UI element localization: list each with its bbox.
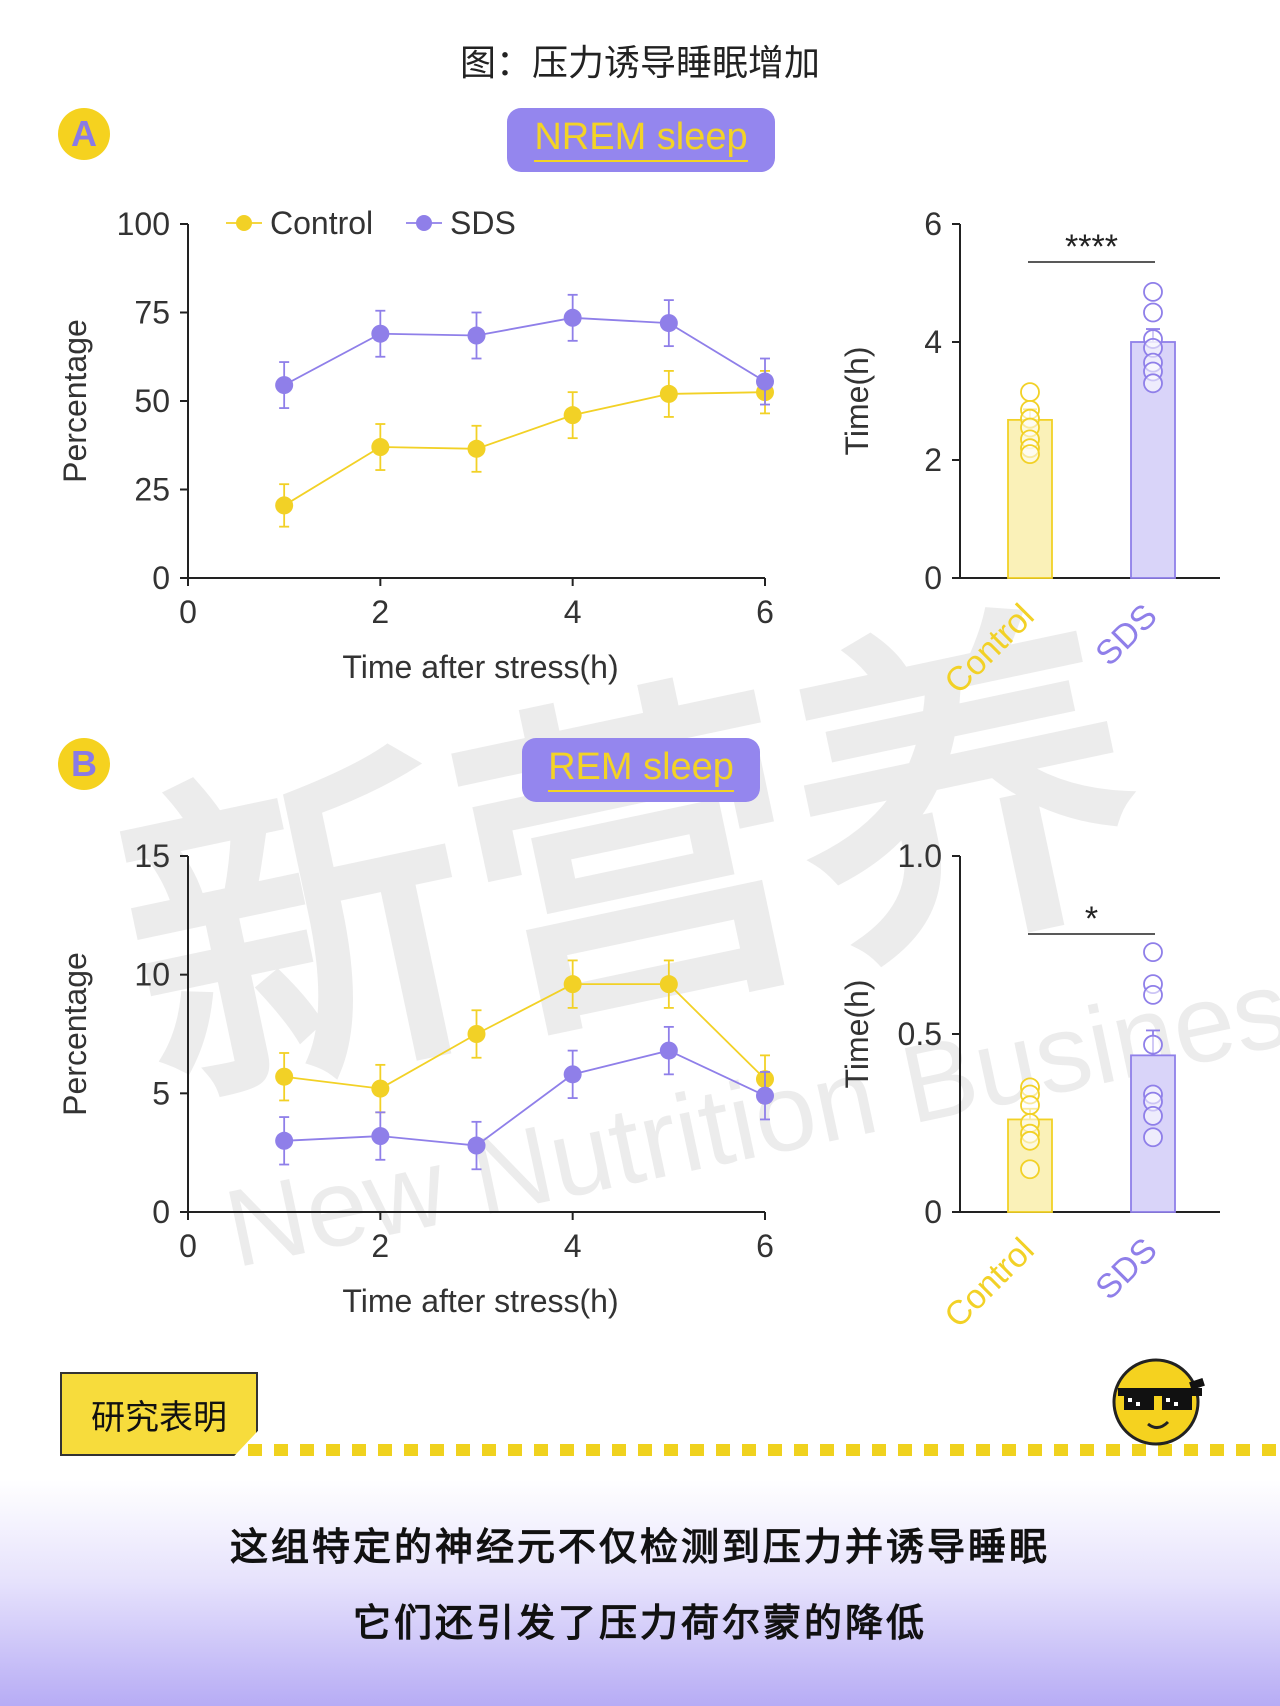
y-tick-label: 0 — [152, 560, 170, 596]
individual-point — [1143, 1105, 1163, 1126]
y-tick-label: 4 — [924, 324, 942, 360]
y-axis-label: Percentage — [57, 319, 93, 483]
x-axis-label: Time after stress(h) — [342, 1283, 618, 1319]
data-point-control — [563, 975, 582, 994]
bottom-gradient-band — [0, 1480, 1280, 1706]
x-category-label: Control — [937, 1231, 1041, 1335]
legend-label: SDS — [450, 205, 516, 241]
dashed-divider — [248, 1444, 1280, 1456]
y-axis-label: Time(h) — [839, 346, 875, 455]
data-point-sds — [467, 1136, 486, 1155]
y-tick-label: 0 — [152, 1194, 170, 1230]
data-point-sds — [275, 376, 294, 395]
y-tick-label: 0.5 — [898, 1016, 942, 1052]
data-point-sds — [371, 1127, 390, 1146]
data-point-sds — [563, 308, 582, 327]
data-point-sds — [563, 1065, 582, 1084]
data-point-sds — [371, 324, 390, 343]
legend-marker — [236, 215, 252, 231]
individual-point — [1020, 1159, 1040, 1180]
y-tick-label: 0 — [924, 560, 942, 596]
individual-point — [1143, 1034, 1163, 1055]
x-tick-label: 0 — [179, 594, 197, 630]
data-point-control — [275, 496, 294, 515]
data-point-control — [371, 1079, 390, 1098]
significance-label: * — [1085, 900, 1098, 938]
y-tick-label: 5 — [152, 1075, 170, 1111]
data-point-sds — [756, 1086, 774, 1105]
figure-title: 图：压力诱导睡眠增加 — [459, 43, 820, 84]
research-tag: 研究表明 — [60, 1372, 258, 1456]
panel-a-title: NREM sleep — [534, 117, 748, 162]
data-point-sds — [467, 326, 486, 345]
individual-point — [1020, 1130, 1040, 1151]
data-point-sds — [659, 1041, 678, 1060]
y-tick-label: 75 — [134, 295, 170, 331]
y-tick-label: 0 — [924, 1194, 942, 1230]
data-point-sds — [275, 1131, 294, 1150]
data-point-control — [659, 384, 678, 403]
data-point-control — [563, 406, 582, 425]
y-tick-label: 10 — [134, 957, 170, 993]
individual-point — [1020, 1095, 1040, 1116]
x-category-label: SDS — [1088, 1231, 1164, 1307]
y-tick-label: 100 — [117, 206, 170, 242]
data-point-control — [371, 438, 390, 457]
individual-point — [1143, 281, 1163, 302]
individual-point — [1143, 942, 1163, 963]
y-tick-label: 15 — [134, 838, 170, 874]
x-tick-label: 4 — [564, 1228, 582, 1264]
individual-point — [1143, 302, 1163, 323]
x-tick-label: 6 — [756, 1228, 774, 1264]
legend-marker — [416, 215, 432, 231]
individual-point — [1143, 373, 1163, 394]
panel-b-title-pill: REM sleep — [522, 738, 760, 802]
x-tick-label: 0 — [179, 1228, 197, 1264]
conclusion-line-2: 它们还引发了压力荷尔蒙的降低 — [352, 1601, 927, 1645]
significance-label: **** — [1065, 228, 1118, 266]
y-axis-label: Time(h) — [839, 979, 875, 1088]
data-point-sds — [756, 372, 774, 391]
series-line-sds — [284, 1049, 766, 1147]
y-tick-label: 6 — [924, 206, 942, 242]
series-line-control — [284, 983, 766, 1090]
y-tick-label: 2 — [924, 442, 942, 478]
conclusion-line-1: 这组特定的神经元不仅检测到压力并诱导睡眠 — [229, 1525, 1050, 1569]
data-point-control — [467, 1025, 486, 1043]
x-tick-label: 2 — [371, 594, 389, 630]
panel-b-badge: B — [58, 738, 110, 790]
x-tick-label: 4 — [564, 594, 582, 630]
x-axis-label: Time after stress(h) — [342, 649, 618, 685]
cool-face-icon — [1112, 1358, 1205, 1446]
series-line-control — [283, 391, 766, 507]
y-tick-label: 50 — [134, 383, 170, 419]
series-line-sds — [283, 316, 766, 386]
data-point-control — [275, 1067, 294, 1086]
y-tick-label: 25 — [134, 472, 170, 508]
panel-a-badge: A — [58, 108, 110, 160]
individual-point — [1143, 1127, 1163, 1148]
x-tick-label: 6 — [756, 594, 774, 630]
y-axis-label: Percentage — [57, 952, 93, 1116]
x-tick-label: 2 — [371, 1228, 389, 1264]
individual-point — [1020, 444, 1040, 465]
y-tick-label: 1.0 — [898, 838, 942, 874]
data-point-control — [659, 975, 678, 994]
data-point-sds — [659, 314, 678, 333]
data-point-control — [467, 439, 486, 458]
individual-point — [1143, 984, 1163, 1005]
panel-a-title-pill: NREM sleep — [507, 108, 775, 172]
legend-label: Control — [270, 205, 373, 241]
panel-b-title: REM sleep — [548, 747, 734, 792]
